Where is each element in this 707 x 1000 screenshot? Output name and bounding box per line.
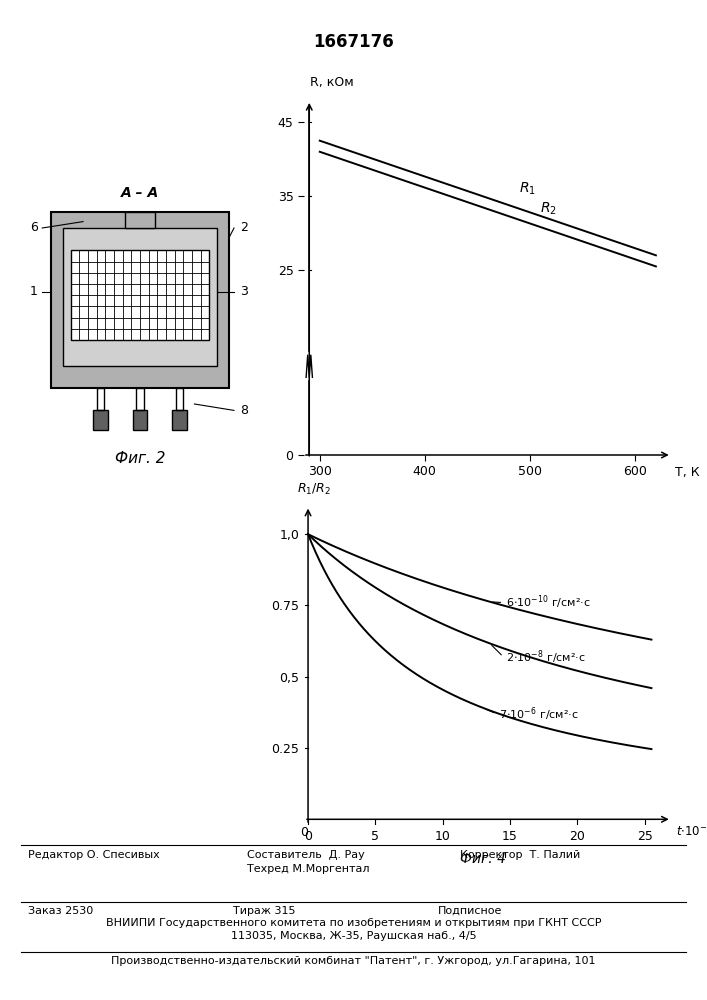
Text: 113035, Москва, Ж-35, Раушская наб., 4/5: 113035, Москва, Ж-35, Раушская наб., 4/5 [230, 931, 477, 941]
Text: Корректор  Т. Палий: Корректор Т. Палий [460, 850, 580, 860]
Text: 0: 0 [300, 826, 308, 839]
Text: 1: 1 [30, 285, 37, 298]
Text: 6: 6 [30, 221, 37, 234]
Text: Подписное: Подписное [438, 906, 503, 916]
Text: Заказ 2530: Заказ 2530 [28, 906, 93, 916]
Text: Фиг. 2: Фиг. 2 [115, 451, 165, 466]
Text: $R_2$: $R_2$ [540, 200, 557, 217]
Text: Производственно-издательский комбинат "Патент", г. Ужгород, ул.Гагарина, 101: Производственно-издательский комбинат "П… [111, 956, 596, 966]
Text: 8: 8 [240, 404, 248, 417]
Text: T, К: T, К [674, 466, 699, 479]
Text: Фиг. 3: Фиг. 3 [467, 522, 513, 536]
Text: $7{\cdot}10^{-6}$ г/см²·с: $7{\cdot}10^{-6}$ г/см²·с [499, 705, 579, 723]
Bar [51, 212, 229, 388]
Text: ВНИИПИ Государственного комитета по изобретениям и открытиям при ГКНТ СССР: ВНИИПИ Государственного комитета по изоб… [106, 918, 601, 928]
Text: 3: 3 [240, 285, 248, 298]
Bar [93, 410, 108, 430]
Text: R, кОм: R, кОм [310, 76, 354, 89]
Text: А – А: А – А [121, 186, 159, 200]
Text: Редактор О. Спесивых: Редактор О. Спесивых [28, 850, 160, 860]
Text: Составитель  Д. Рау: Составитель Д. Рау [247, 850, 366, 860]
Bar [173, 410, 187, 430]
Text: $R_1$: $R_1$ [520, 180, 536, 197]
Text: $R_1/R_2$: $R_1/R_2$ [297, 482, 332, 497]
Text: $2{\cdot}10^{-8}$ г/см²·с: $2{\cdot}10^{-8}$ г/см²·с [506, 648, 585, 666]
Text: $6{\cdot}10^{-10}$ г/см²·с: $6{\cdot}10^{-10}$ г/см²·с [506, 594, 590, 611]
Bar [125, 212, 155, 228]
Text: 2: 2 [240, 221, 248, 234]
Text: Тираж 315: Тираж 315 [233, 906, 296, 916]
Text: Фиг. 4: Фиг. 4 [460, 852, 506, 866]
Text: 1667176: 1667176 [313, 33, 394, 51]
Bar [133, 410, 148, 430]
Text: $t{\cdot}10^{-2}$,с: $t{\cdot}10^{-2}$,с [676, 822, 707, 840]
Bar [71, 250, 209, 340]
Bar [64, 228, 217, 366]
Text: Техред М.Моргентал: Техред М.Моргентал [247, 864, 370, 874]
